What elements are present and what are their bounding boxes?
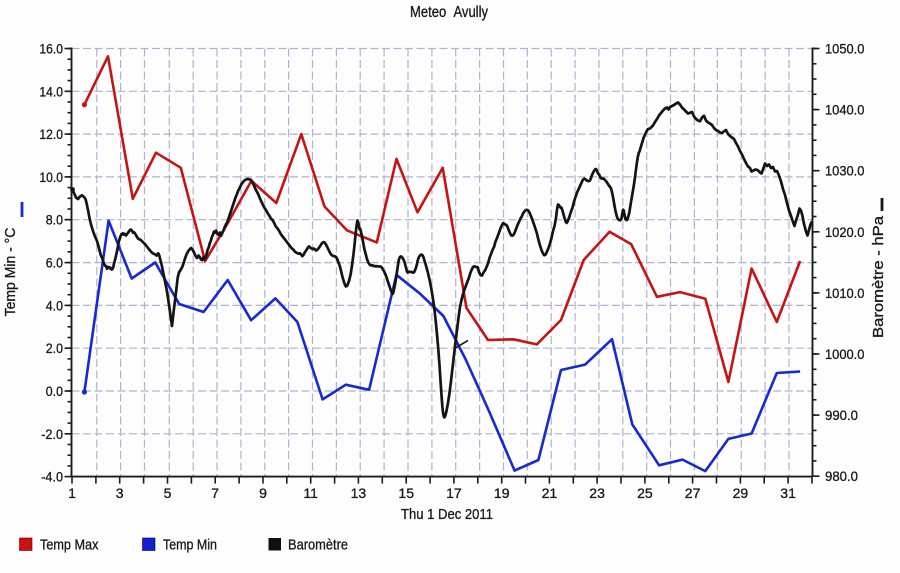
svg-text:0.0: 0.0	[46, 383, 63, 399]
svg-text:23: 23	[589, 485, 605, 501]
svg-text:1030.0: 1030.0	[825, 163, 865, 179]
svg-text:5: 5	[164, 485, 172, 501]
svg-text:1040.0: 1040.0	[825, 102, 865, 118]
svg-text:1010.0: 1010.0	[825, 285, 865, 301]
svg-text:-2.0: -2.0	[41, 426, 63, 442]
svg-text:31: 31	[780, 485, 796, 501]
svg-text:Temp Min: Temp Min	[163, 537, 217, 554]
svg-text:21: 21	[542, 485, 558, 501]
svg-text:Baromètre: Baromètre	[288, 537, 348, 554]
svg-text:4.0: 4.0	[46, 297, 63, 313]
svg-text:12.0: 12.0	[39, 126, 63, 142]
svg-text:29: 29	[733, 485, 749, 501]
svg-text:19: 19	[494, 485, 510, 501]
svg-text:27: 27	[685, 485, 701, 501]
svg-text:1000.0: 1000.0	[825, 346, 865, 362]
svg-text:Meteo Avully: Meteo Avully	[410, 4, 488, 21]
svg-text:17: 17	[446, 485, 462, 501]
svg-text:990.0: 990.0	[825, 407, 858, 423]
svg-text:980.0: 980.0	[825, 468, 858, 484]
svg-text:16.0: 16.0	[39, 41, 63, 57]
svg-text:8.0: 8.0	[46, 212, 63, 228]
svg-text:Temp Min - °C: Temp Min - °C	[2, 228, 19, 317]
svg-text:13: 13	[351, 485, 367, 501]
svg-text:15: 15	[398, 485, 414, 501]
svg-text:6.0: 6.0	[46, 255, 63, 271]
svg-text:-4.0: -4.0	[41, 469, 63, 485]
svg-text:10.0: 10.0	[39, 169, 63, 185]
svg-text:1020.0: 1020.0	[825, 224, 865, 240]
svg-text:25: 25	[637, 485, 653, 501]
svg-text:2.0: 2.0	[46, 340, 63, 356]
svg-text:Thu 1 Dec 2011: Thu 1 Dec 2011	[401, 506, 493, 523]
svg-text:11: 11	[303, 485, 318, 501]
svg-text:Baromètre - hPa: Baromètre - hPa	[870, 215, 887, 338]
svg-text:3: 3	[116, 485, 124, 501]
svg-text:Temp Max: Temp Max	[40, 537, 99, 554]
svg-text:14.0: 14.0	[39, 83, 63, 99]
svg-text:1: 1	[68, 485, 76, 501]
svg-text:1050.0: 1050.0	[825, 41, 865, 57]
svg-text:9: 9	[259, 485, 267, 501]
svg-text:7: 7	[211, 485, 219, 501]
